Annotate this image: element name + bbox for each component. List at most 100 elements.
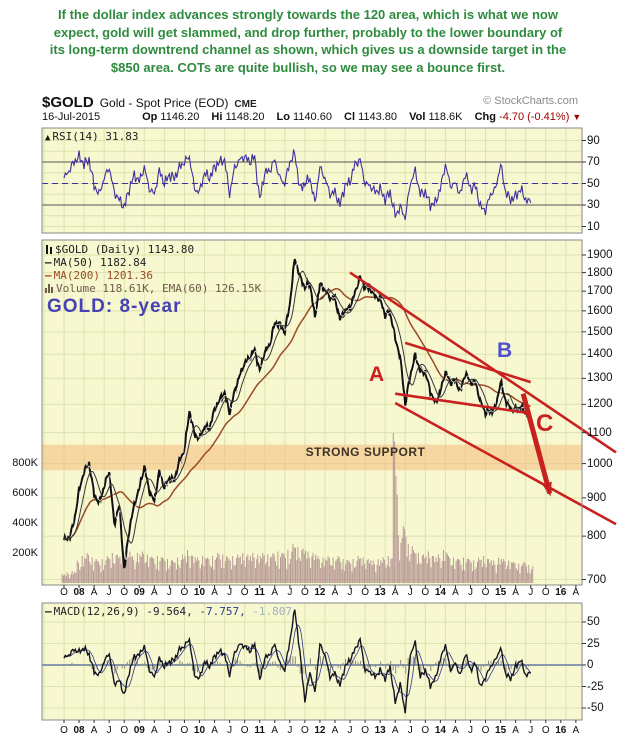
x-axis-tick-label: O: [240, 725, 249, 736]
macd-y-tick-label: -25: [587, 680, 604, 693]
x-axis-tick-label: O: [481, 725, 490, 736]
rsi-legend-text: RSI(14) 31.83: [52, 130, 139, 143]
x-axis-tick-label: A: [90, 587, 98, 598]
x-axis-tick-label: A: [150, 587, 158, 598]
volume-y-tick-label: 400K: [12, 517, 38, 529]
macd-y-tick-label: 25: [587, 637, 600, 650]
x-axis-tick-label: J: [407, 587, 413, 598]
x-axis-tick-label: A: [572, 587, 580, 598]
price-y-tick-label: 1300: [587, 372, 613, 385]
quote-open: Op 1146.20: [142, 111, 199, 123]
x-axis-tick-label: 10: [193, 587, 206, 598]
analyst-annotation-text: If the dollar index advances strongly to…: [49, 7, 567, 75]
change-value: -4.70 (-0.41%): [499, 111, 570, 123]
ma200-legend: — MA(200) 1201.36: [45, 269, 153, 282]
chart-header: $GOLD Gold - Spot Price (EOD) CME: [42, 94, 582, 111]
x-axis-tick-label: O: [361, 725, 369, 736]
ma50-legend-text: MA(50) 1182.84: [53, 256, 147, 269]
x-axis-tick-label: A: [271, 587, 279, 598]
open-value: 1146.20: [160, 111, 200, 123]
rsi-y-tick-label: 50: [587, 177, 600, 190]
instrument-name: Gold - Spot Price (EOD): [99, 96, 229, 110]
price-y-tick-label: 1000: [587, 457, 613, 470]
line-swatch-icon: —: [45, 256, 52, 269]
x-axis-tick-label: O: [240, 587, 249, 598]
gold-8-year-watermark: GOLD: 8-year: [47, 296, 182, 317]
volume-value: 118.6K: [428, 111, 463, 123]
price-y-tick-label: 1900: [587, 249, 613, 261]
annotation-label-b: B: [497, 339, 513, 362]
quote-close: Cl 1143.80: [344, 111, 397, 123]
price-y-tick-label: 1200: [587, 398, 613, 411]
x-axis-tick-label: J: [106, 587, 112, 598]
x-axis-tick-label: O: [180, 725, 189, 736]
line-swatch-icon: —: [45, 605, 52, 618]
volume-y-tick-label: 200K: [12, 547, 38, 559]
x-axis-tick-label: 13: [374, 587, 386, 598]
line-swatch-icon: —: [45, 269, 52, 282]
x-axis-tick-label: 15: [495, 725, 507, 736]
low-value: 1140.60: [293, 111, 332, 123]
x-axis-tick-label: 08: [73, 587, 85, 598]
rsi-y-tick-label: 70: [587, 156, 600, 168]
rsi-y-tick-label: 10: [587, 220, 600, 233]
x-axis-tick-label: O: [541, 587, 550, 598]
x-axis-tick-label: 12: [314, 725, 326, 736]
x-axis-tick-label: O: [120, 725, 129, 736]
x-axis-tick-label: O: [120, 587, 129, 598]
price-y-tick-label: 800: [587, 530, 607, 543]
x-axis-tick-label: J: [166, 587, 172, 598]
quote-change: Chg -4.70 (-0.41%) ▼: [475, 111, 582, 123]
x-axis-tick-label: J: [227, 725, 233, 736]
macd-legend: — MACD(12,26,9) -9.564, -7.757, -1.807: [45, 605, 292, 618]
x-axis-tick-label: A: [512, 725, 519, 736]
x-axis-tick-label: A: [391, 587, 399, 598]
exchange-label: CME: [234, 99, 257, 110]
rsi-legend: ▲ RSI(14) 31.83: [45, 130, 139, 145]
x-axis-tick-label: 10: [193, 725, 206, 736]
strong-support-label: STRONG SUPPORT: [305, 445, 426, 459]
x-axis-tick-label: 09: [133, 587, 145, 598]
x-axis-tick-label: O: [60, 725, 68, 736]
x-axis-tick-label: J: [166, 725, 172, 736]
x-axis-tick-label: O: [180, 587, 189, 598]
price-y-tick-label: 1600: [587, 304, 613, 317]
volume-label: Vol: [409, 111, 426, 123]
price-y-tick-label: 1700: [587, 285, 613, 298]
ticker-symbol: $GOLD: [42, 94, 94, 111]
x-axis-tick-label: A: [331, 725, 339, 736]
price-y-tick-label: 900: [587, 491, 607, 504]
x-axis-tick-label: J: [407, 725, 413, 736]
macd-y-tick-label: -50: [587, 702, 604, 714]
x-axis-tick-label: A: [452, 587, 459, 598]
x-axis-tick-label: J: [347, 587, 353, 598]
x-axis-tick-label: J: [528, 587, 534, 598]
quote-high: Hi 1148.20: [211, 111, 264, 123]
price-legend: $GOLD (Daily) 1143.80: [45, 243, 194, 256]
area-chart-icon: ▲: [45, 133, 51, 143]
x-axis-tick-label: O: [541, 725, 550, 736]
x-axis-tick-label: O: [481, 587, 490, 598]
volume-legend-text: Volume 118.61K, EMA(60) 126.15K: [56, 282, 262, 295]
high-value: 1148.20: [225, 111, 265, 123]
x-axis-tick-label: J: [347, 725, 353, 736]
price-y-tick-label: 1400: [587, 348, 613, 361]
open-label: Op: [142, 111, 158, 123]
x-axis-tick-label: 11: [254, 725, 265, 736]
x-axis-tick-label: J: [528, 725, 534, 736]
x-axis-tick-label: A: [512, 587, 519, 598]
macd-legend-text: MACD(12,26,9): [53, 605, 140, 618]
x-axis-tick-label: 13: [374, 725, 386, 736]
ma200-legend-text: MA(200) 1201.36: [53, 269, 153, 282]
x-axis-tick-label: A: [572, 725, 580, 736]
x-axis-tick-label: O: [300, 587, 309, 598]
candlestick-icon: [45, 245, 53, 254]
price-legend-text: $GOLD (Daily) 1143.80: [55, 243, 195, 256]
change-down-triangle-icon: ▼: [572, 112, 582, 122]
x-axis-tick-label: O: [300, 725, 309, 736]
rsi-y-tick-label: 90: [587, 134, 600, 147]
annotation-label-c: C: [536, 410, 554, 437]
x-axis-tick-label: 14: [434, 587, 446, 598]
